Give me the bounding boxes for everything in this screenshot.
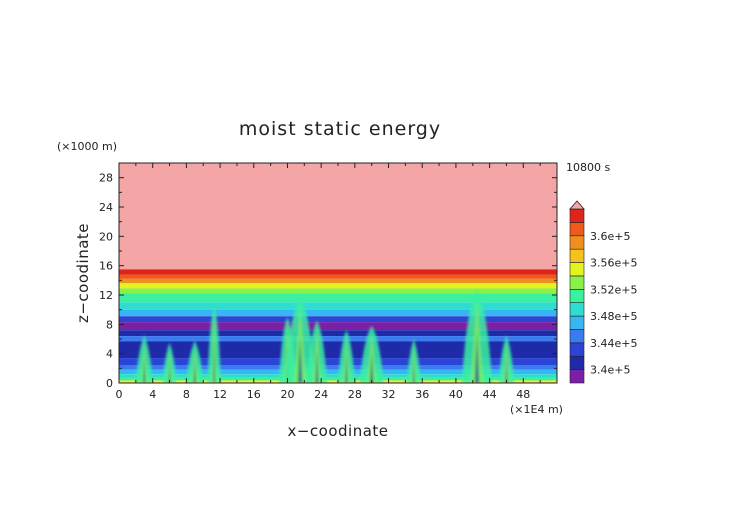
x-tick-label: 8 [183,388,190,401]
band-11 [119,330,557,337]
band-7 [119,302,557,310]
heatmap-area [119,163,557,383]
x-axis-label: x−coodinate [287,422,388,440]
plume-7 [338,330,355,383]
y-tick-label: 16 [99,260,113,273]
y-tick-label: 24 [99,201,113,214]
colorbar-segment [569,355,585,370]
x-tick-label: 36 [415,388,429,401]
time-label: 10800 s [566,161,610,174]
x-tick-label: 44 [483,388,497,401]
colorbar-segment [569,222,585,237]
band-6 [119,293,557,303]
colorbar-segment [569,208,585,223]
x-tick-label: 0 [116,388,123,401]
colorbar-segment [569,342,585,357]
colorbar-label: 3.52e+5 [590,283,637,296]
colorbar-label: 3.6e+5 [590,230,630,243]
y-tick-label: 20 [99,230,113,243]
x-tick-label: 16 [247,388,261,401]
band-18 [119,377,557,381]
colorbar-segment [569,262,585,277]
x-tick-label: 32 [382,388,396,401]
x-tick-label: 48 [516,388,530,401]
plume-0 [135,335,153,383]
band-0 [119,163,557,270]
y-tick-label: 4 [106,348,113,361]
plume-10 [461,291,493,383]
plume-5 [284,298,316,383]
x-tick-label: 4 [149,388,156,401]
colorbar-segment [569,302,585,317]
y-axis-label: z−coodinate [74,223,92,323]
plume-8 [359,325,384,383]
colorbar-over-triangle [569,200,585,210]
band-10 [119,322,557,331]
x-tick-label: 28 [348,388,362,401]
x-tick-label: 40 [449,388,463,401]
band-9 [119,316,557,323]
plume-6 [306,320,328,383]
band-4 [119,283,557,289]
x-tick-label: 20 [280,388,294,401]
y-tick-label: 8 [106,318,113,331]
colorbar-segment [569,248,585,263]
y-tick-label: 12 [99,289,113,302]
band-8 [119,309,557,317]
band-16 [119,369,557,375]
y-tick-label: 28 [99,172,113,185]
x-axis: 0 4 8 12 16 20 24 28 32 36 40 44 48 [116,163,541,401]
y-unit-label: (×1000 m) [57,140,117,153]
colorbar-segment [569,289,585,303]
colorbar-label: 3.4e+5 [590,364,630,377]
band-14 [119,358,557,366]
band-5 [119,288,557,294]
colorbar: 3.4e+5 3.44e+5 3.48e+5 3.52e+5 3.56e+5 3.6e+5 [569,200,637,384]
x-tick-label: 12 [213,388,227,401]
band-2 [119,274,557,279]
band-3 [119,278,557,284]
colorbar-segment [569,235,585,250]
colorbar-label: 3.44e+5 [590,337,637,350]
colorbar-segment [569,315,585,330]
plume-1 [162,342,177,383]
colorbar-label: 3.48e+5 [590,310,637,323]
colorbar-segment [569,369,585,384]
plume-2 [186,340,204,383]
band-1 [119,269,557,275]
band-13 [119,341,557,359]
plume-11 [498,335,515,383]
colorbar-segment [569,275,585,290]
plume-3 [207,306,221,383]
y-tick-label: 0 [106,377,113,390]
band-12 [119,336,557,342]
band-17 [119,374,557,378]
plume-9 [407,339,421,383]
y-axis: 0 4 8 12 16 20 24 28 [99,162,557,390]
colorbar-segment [569,329,585,344]
x-tick-label: 24 [314,388,328,401]
colorbar-label: 3.56e+5 [590,257,637,270]
x-unit-label: (×1E4 m) [510,403,563,416]
band-15 [119,365,557,370]
chart-title: moist static energy [239,118,441,140]
